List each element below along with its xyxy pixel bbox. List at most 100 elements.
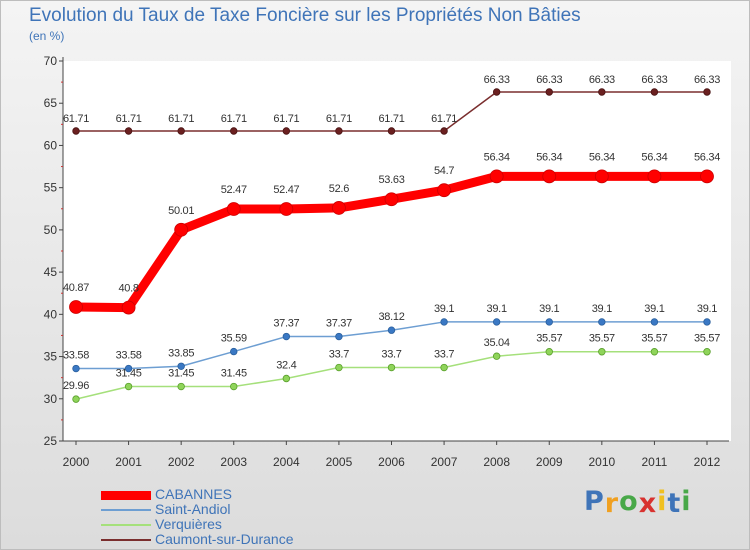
x-tick-label: 2002 bbox=[168, 455, 195, 469]
data-point bbox=[282, 127, 291, 135]
data-point bbox=[387, 326, 396, 334]
data-point bbox=[700, 169, 714, 184]
x-tick-label: 2001 bbox=[115, 455, 142, 469]
data-label: 35.57 bbox=[589, 333, 615, 345]
data-point bbox=[230, 347, 238, 356]
x-tick-label: 2007 bbox=[431, 455, 458, 469]
data-label: 54.7 bbox=[434, 165, 454, 177]
data-point bbox=[703, 88, 711, 96]
y-tick-label: 55 bbox=[44, 181, 58, 195]
logo-letter: r bbox=[604, 488, 620, 519]
data-label: 61.71 bbox=[378, 113, 404, 125]
data-point bbox=[650, 318, 659, 326]
data-label: 33.7 bbox=[434, 349, 454, 361]
y-tick-label: 45 bbox=[44, 265, 58, 279]
x-tick-label: 2011 bbox=[642, 455, 668, 469]
data-label: 33.7 bbox=[381, 349, 401, 361]
data-point bbox=[279, 202, 294, 216]
data-label: 33.58 bbox=[63, 350, 89, 362]
data-point bbox=[124, 364, 133, 373]
y-tick-label: 30 bbox=[44, 392, 58, 406]
data-label: 53.63 bbox=[378, 174, 404, 186]
data-point bbox=[542, 169, 557, 184]
data-point bbox=[332, 201, 346, 215]
chart-subtitle: (en %) bbox=[29, 29, 65, 43]
data-label: 38.12 bbox=[378, 311, 404, 323]
data-point bbox=[440, 127, 448, 135]
data-label: 66.33 bbox=[536, 74, 562, 86]
data-point bbox=[226, 202, 241, 216]
data-label: 56.34 bbox=[589, 151, 615, 163]
data-point bbox=[282, 332, 291, 341]
data-point bbox=[124, 382, 133, 391]
y-tick-label: 25 bbox=[44, 434, 58, 448]
data-label: 39.1 bbox=[434, 303, 454, 315]
x-tick-label: 2010 bbox=[588, 455, 615, 469]
data-point bbox=[598, 348, 606, 356]
logo-letter: o bbox=[619, 486, 639, 517]
data-point bbox=[647, 169, 662, 184]
data-label: 61.71 bbox=[326, 113, 352, 125]
data-label: 35.59 bbox=[221, 333, 247, 345]
y-tick-label: 60 bbox=[44, 138, 58, 152]
data-point bbox=[598, 318, 606, 326]
legend-label: CABANNES bbox=[155, 486, 233, 502]
data-point bbox=[177, 362, 185, 370]
data-label: 66.33 bbox=[484, 74, 510, 86]
data-label: 52.6 bbox=[329, 183, 349, 195]
x-tick-label: 2009 bbox=[536, 455, 563, 469]
data-point bbox=[335, 363, 343, 372]
data-label: 61.71 bbox=[221, 113, 247, 125]
data-point bbox=[594, 169, 609, 184]
data-label: 66.33 bbox=[589, 74, 615, 86]
legend-label: Verquières bbox=[155, 516, 222, 532]
data-point bbox=[440, 363, 448, 372]
data-point bbox=[650, 348, 659, 356]
x-tick-label: 2004 bbox=[273, 455, 300, 469]
data-point bbox=[335, 332, 343, 341]
data-point bbox=[492, 352, 501, 360]
x-tick-label: 2005 bbox=[326, 455, 353, 469]
legend-swatch bbox=[101, 490, 151, 500]
data-label: 56.34 bbox=[694, 151, 720, 163]
x-tick-label: 2000 bbox=[63, 455, 90, 469]
data-point bbox=[177, 127, 185, 135]
data-label: 33.7 bbox=[329, 349, 349, 361]
data-point bbox=[230, 382, 238, 391]
data-point bbox=[703, 318, 711, 326]
data-label: 37.37 bbox=[273, 318, 299, 330]
y-tick-label: 70 bbox=[44, 54, 58, 68]
x-tick-label: 2003 bbox=[220, 455, 247, 469]
legend-swatch bbox=[101, 524, 151, 526]
data-label: 39.1 bbox=[697, 303, 717, 315]
data-label: 33.85 bbox=[168, 347, 194, 359]
data-label: 37.37 bbox=[326, 318, 352, 330]
data-label: 61.71 bbox=[63, 113, 89, 125]
data-label: 35.04 bbox=[484, 337, 510, 349]
data-point bbox=[72, 127, 80, 135]
data-label: 40.8 bbox=[118, 283, 138, 295]
data-label: 29.96 bbox=[63, 380, 89, 392]
y-tick-label: 40 bbox=[44, 307, 58, 321]
data-label: 35.57 bbox=[536, 333, 562, 345]
data-label: 35.57 bbox=[641, 333, 667, 345]
data-label: 61.71 bbox=[431, 113, 457, 125]
data-label: 56.34 bbox=[536, 151, 562, 163]
data-point bbox=[387, 127, 396, 135]
data-point bbox=[72, 364, 80, 373]
data-label: 39.1 bbox=[592, 303, 612, 315]
data-point bbox=[69, 300, 83, 314]
data-label: 33.58 bbox=[116, 350, 142, 362]
data-point bbox=[703, 348, 711, 356]
logo-letter: x bbox=[638, 488, 658, 519]
data-label: 52.47 bbox=[221, 184, 247, 196]
legend-label: Saint-Andiol bbox=[155, 501, 231, 517]
data-label: 35.57 bbox=[694, 333, 720, 345]
data-label: 39.1 bbox=[644, 303, 664, 315]
data-point bbox=[440, 318, 448, 326]
data-label: 39.1 bbox=[539, 303, 559, 315]
data-point bbox=[72, 395, 80, 403]
data-point bbox=[545, 348, 553, 356]
data-label: 66.33 bbox=[641, 74, 667, 86]
